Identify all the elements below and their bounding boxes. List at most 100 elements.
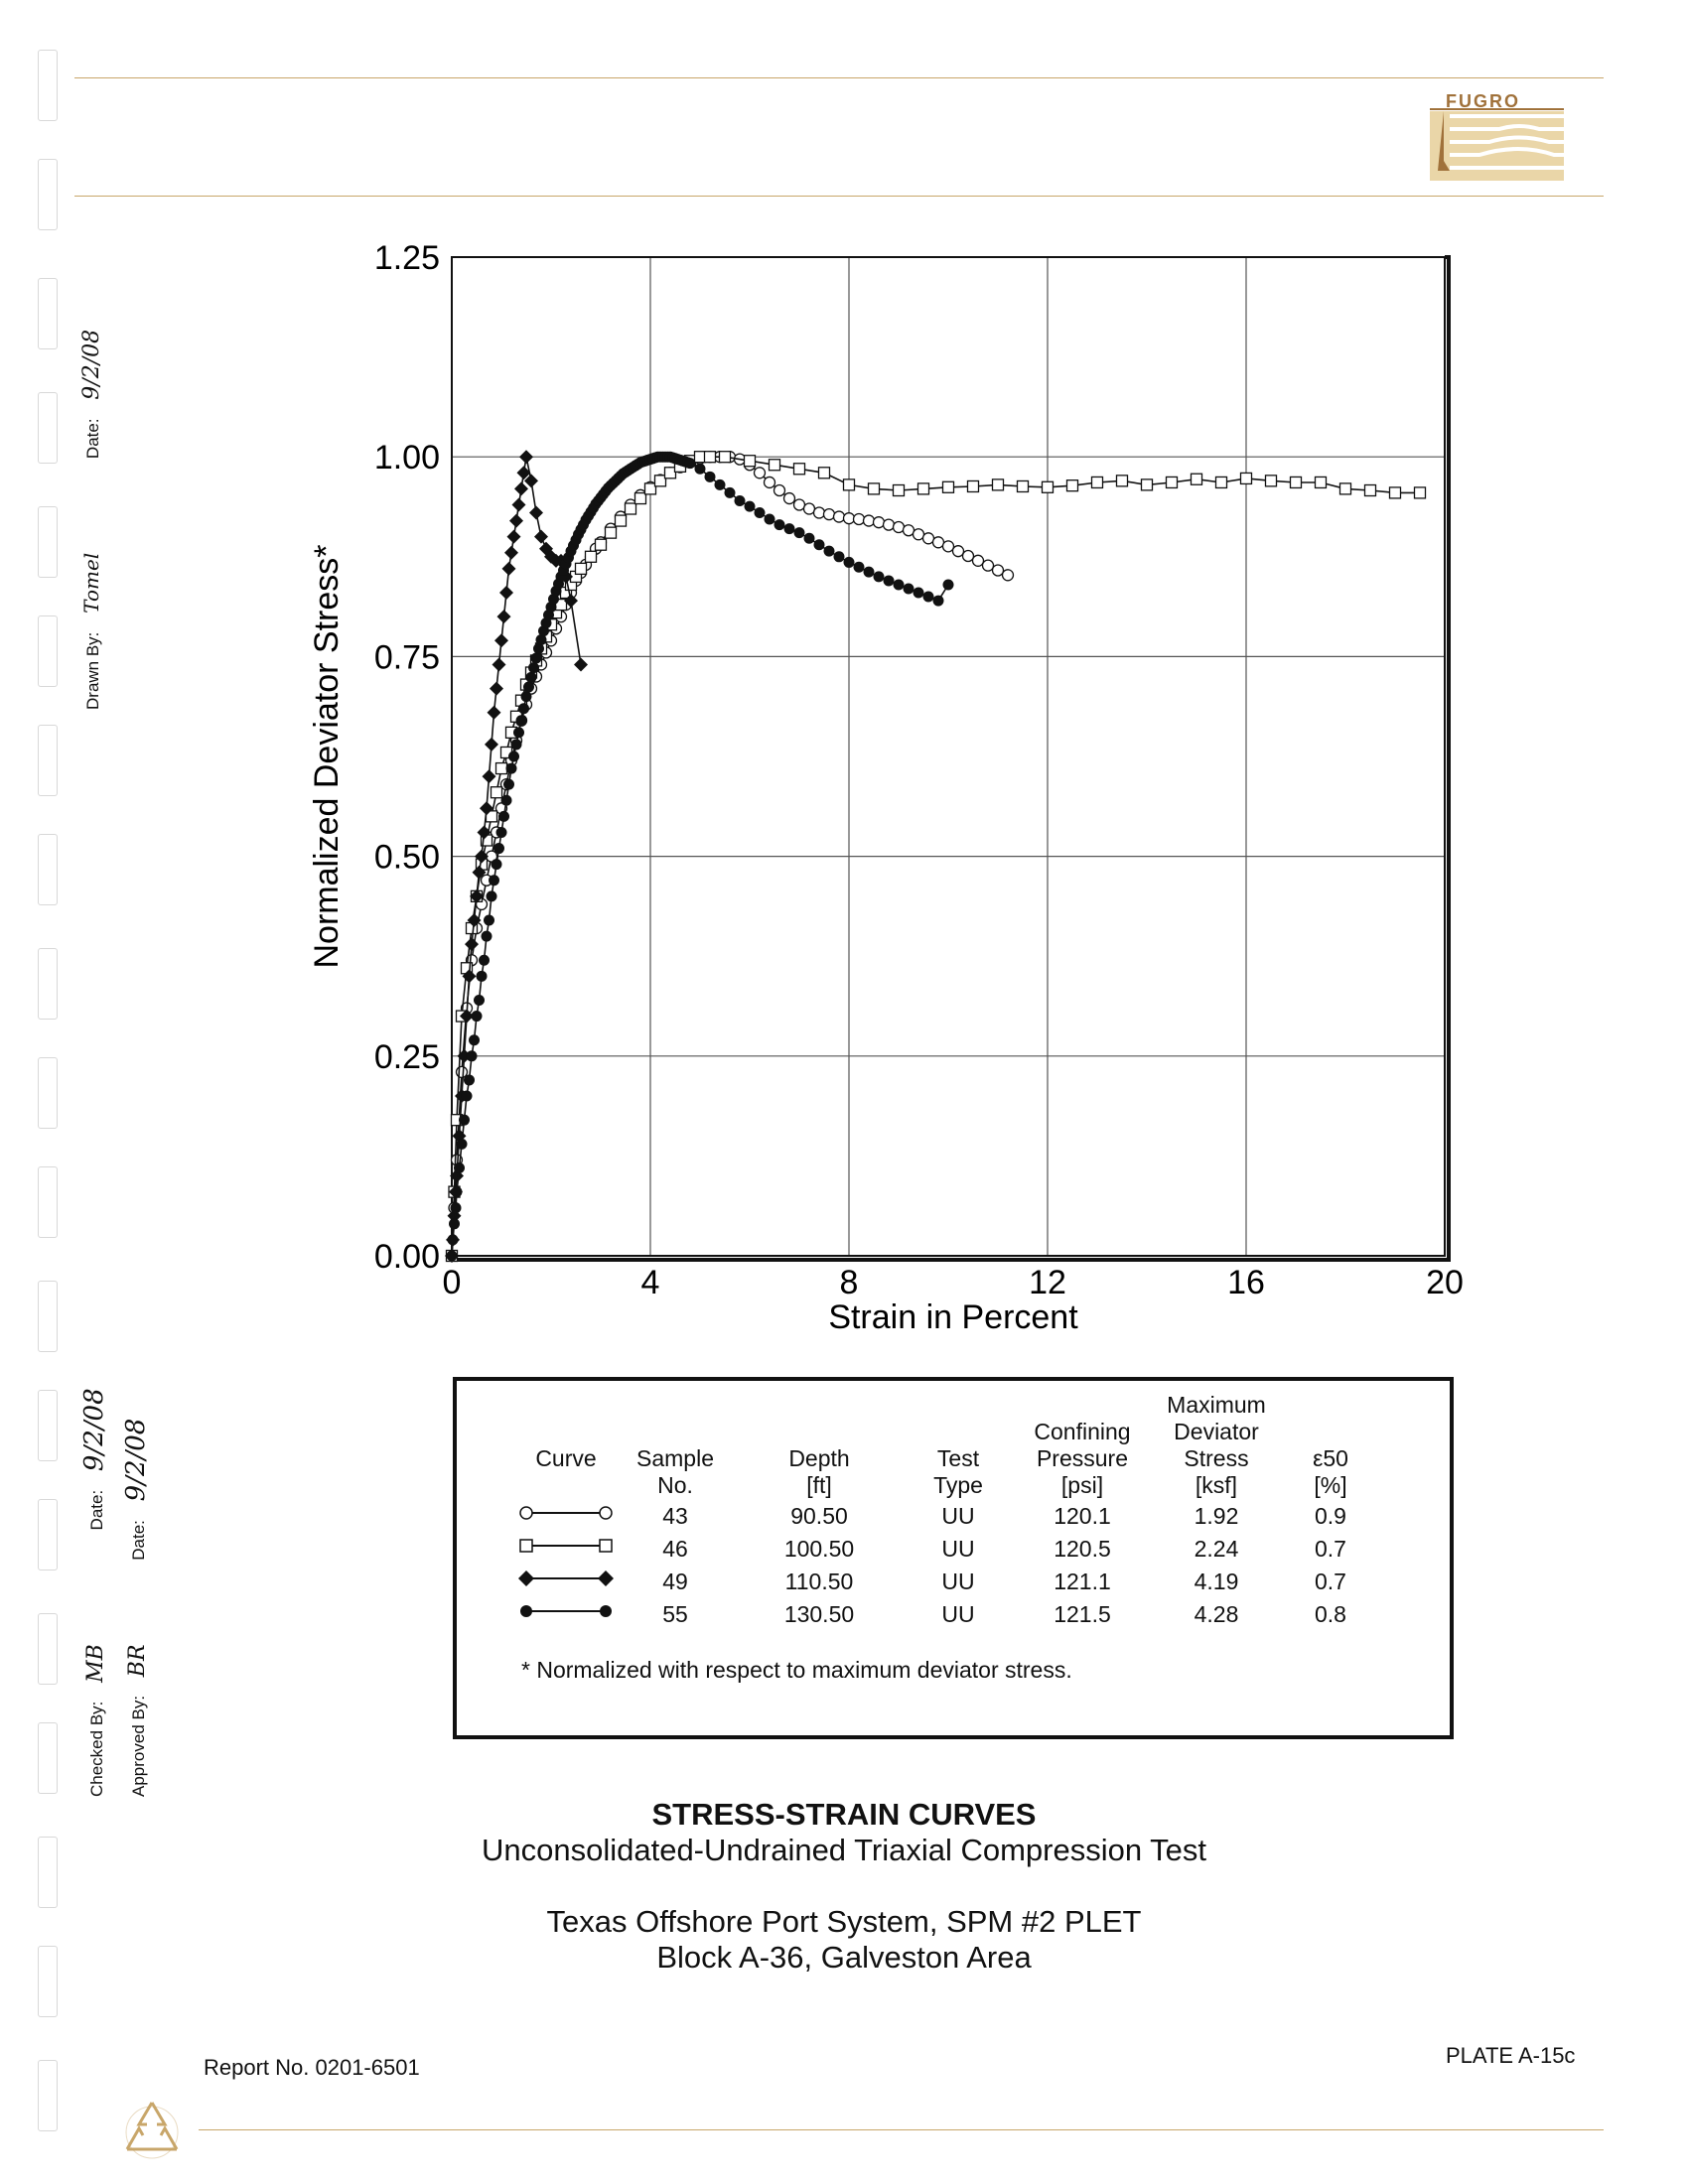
- data-point-49: [477, 825, 492, 840]
- legend-cell: 90.50: [790, 1503, 848, 1529]
- data-point-43: [991, 564, 1005, 577]
- legend-cell: 121.1: [1054, 1569, 1111, 1594]
- data-point-55: [464, 1074, 475, 1086]
- data-point-46: [584, 550, 598, 563]
- data-point-46: [494, 761, 508, 775]
- data-point-55: [505, 762, 517, 774]
- data-point-43: [782, 491, 796, 505]
- data-point-55: [476, 970, 488, 982]
- data-point-55: [744, 500, 756, 512]
- data-point-55: [535, 633, 547, 645]
- approved-date-label: Date:: [129, 1520, 148, 1561]
- data-point-55: [484, 914, 494, 926]
- data-point-43: [892, 520, 906, 534]
- recycle-icon: [125, 2102, 179, 2159]
- data-point-43: [882, 518, 896, 531]
- data-point-43: [763, 476, 776, 489]
- data-point-55: [525, 671, 537, 683]
- data-point-55: [474, 994, 485, 1006]
- legend-row-depth: 90.50 100.50 110.50 130.50: [755, 1500, 884, 1631]
- data-point-43: [921, 532, 935, 545]
- data-point-43: [812, 506, 826, 519]
- legend-row-pressure: 120.1 120.5 121.1 121.5: [1013, 1500, 1152, 1631]
- legend-row-stress: 1.92 2.24 4.19 4.28: [1152, 1500, 1281, 1631]
- checked-date-value: 9/2/08: [79, 1388, 109, 1472]
- data-point-55: [883, 575, 895, 587]
- data-point-55: [491, 859, 502, 871]
- project-location: Block A-36, Galveston Area: [656, 1940, 1032, 1975]
- chart-grid: [452, 257, 1445, 1256]
- legend-cell: UU: [941, 1536, 975, 1562]
- approved-by: Approved By: BR Date: 9/2/08: [121, 1419, 151, 1797]
- data-point-46: [653, 475, 667, 487]
- legend-header-test: Test Type: [933, 1445, 983, 1498]
- legend-marker-49: [518, 1570, 534, 1586]
- data-point-43: [832, 510, 846, 523]
- data-point-46: [1239, 472, 1253, 485]
- legend-cell: 120.1: [1054, 1503, 1111, 1529]
- legend-cell: 2.24: [1194, 1536, 1239, 1562]
- data-point-43: [842, 512, 856, 525]
- legend-cell: 0.7: [1315, 1569, 1346, 1594]
- data-point-55: [450, 1202, 462, 1214]
- data-point-55: [783, 523, 795, 535]
- data-point-46: [743, 455, 757, 468]
- legend-header-strain: ε50 [%]: [1313, 1445, 1348, 1498]
- data-point-43: [852, 512, 866, 526]
- data-point-55: [774, 519, 785, 531]
- data-point-55: [863, 566, 875, 578]
- series-49: [445, 450, 588, 1263]
- legend-cell: 0.7: [1315, 1536, 1346, 1562]
- data-point-46: [966, 479, 980, 493]
- data-point-55: [479, 954, 490, 966]
- legend-cell: 55: [662, 1601, 688, 1627]
- data-point-43: [951, 545, 965, 558]
- data-point-43: [455, 1065, 469, 1079]
- legend-cell: 121.5: [1054, 1601, 1111, 1627]
- data-point-49: [564, 594, 578, 609]
- data-point-46: [817, 467, 831, 479]
- data-point-55: [833, 551, 845, 563]
- tick-labels: 0 4 8 12 16 20 0.00 0.25 0.50 0.75 1.00 1.25: [374, 239, 1464, 1301]
- data-point-55: [764, 513, 775, 525]
- data-point-55: [518, 703, 529, 715]
- fugro-logo: FUGRO: [1430, 91, 1564, 181]
- x-tick-label: 16: [1227, 1264, 1265, 1301]
- data-point-46: [663, 467, 677, 479]
- data-point-49: [506, 529, 521, 544]
- legend-cell: 0.8: [1315, 1601, 1346, 1627]
- data-point-55: [489, 875, 499, 887]
- x-axis-label: Strain in Percent: [828, 1298, 1078, 1336]
- data-point-43: [753, 467, 767, 479]
- y-tick-label: 1.25: [374, 239, 440, 277]
- title-block: STRESS-STRAIN CURVES Unconsolidated-Undr…: [0, 1797, 1688, 1976]
- data-point-55: [513, 727, 524, 739]
- plate-number: PLATE A-15c: [1446, 2043, 1576, 2068]
- data-point-55: [903, 583, 914, 595]
- data-point-43: [941, 540, 955, 553]
- chart-subtitle: Unconsolidated-Undrained Triaxial Compre…: [481, 1833, 1206, 1867]
- data-point-55: [873, 571, 885, 583]
- data-point-55: [803, 532, 815, 544]
- legend-markers: [518, 1506, 614, 1617]
- data-point-55: [510, 739, 522, 751]
- data-point-46: [1338, 482, 1352, 495]
- data-point-49: [516, 466, 531, 480]
- data-point-46: [1041, 480, 1055, 493]
- data-point-49: [470, 888, 484, 903]
- data-point-43: [981, 559, 995, 572]
- header-line-bottom: [74, 196, 1604, 197]
- data-point-46: [703, 451, 717, 464]
- data-point-43: [902, 524, 915, 537]
- legend-marker-55: [520, 1605, 532, 1617]
- data-point-55: [853, 561, 865, 573]
- data-point-55: [893, 579, 905, 591]
- data-point-43: [931, 536, 945, 549]
- data-point-55: [451, 1186, 463, 1198]
- legend-cell: UU: [941, 1503, 975, 1529]
- data-point-43: [862, 514, 876, 527]
- data-point-55: [714, 478, 726, 490]
- data-point-49: [534, 529, 548, 544]
- data-point-55: [503, 778, 514, 790]
- x-tick-label: 12: [1029, 1264, 1066, 1301]
